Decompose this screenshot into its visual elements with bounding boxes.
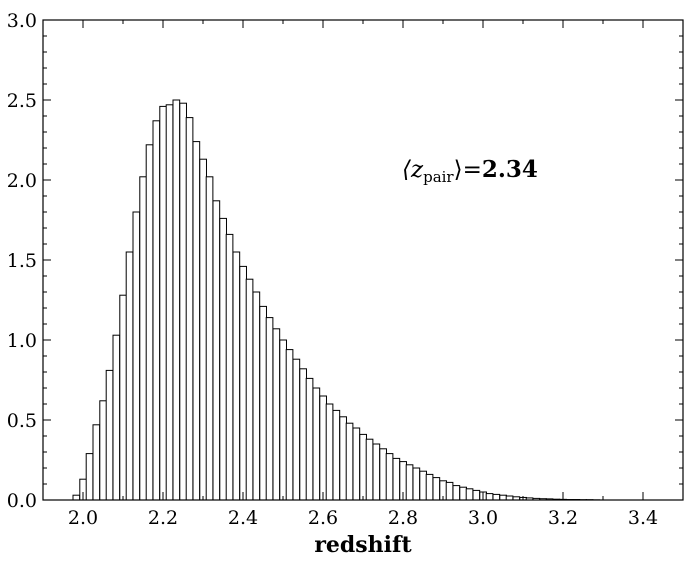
x-tick-label: 2.0 xyxy=(68,507,98,529)
histogram-bar xyxy=(245,278,254,501)
histogram-bar xyxy=(305,377,314,501)
histogram-bar xyxy=(492,493,501,501)
y-tick-label: 1.0 xyxy=(7,330,37,352)
annotation-math-prefix: ⟨z xyxy=(402,157,424,183)
histogram-bar xyxy=(92,424,101,501)
histogram-bar xyxy=(339,416,347,501)
histogram-bar xyxy=(425,473,434,501)
x-tick-label: 2.4 xyxy=(228,507,258,529)
histogram-bar xyxy=(219,217,227,501)
annotation-value: 2.34 xyxy=(482,156,538,183)
histogram-bar xyxy=(385,453,394,501)
histogram-bar xyxy=(365,438,374,501)
x-tick-labels: 2.0 2.2 2.4 2.6 2.8 3.0 3.2 3.4 xyxy=(68,507,658,529)
histogram-bar xyxy=(352,427,361,501)
histogram-bar xyxy=(165,104,174,501)
histogram-bar xyxy=(145,144,154,501)
y-tick-label: 2.0 xyxy=(7,170,37,192)
x-tick-label: 2.8 xyxy=(388,507,418,529)
x-tick-label: 2.6 xyxy=(308,507,338,529)
y-tick-label: 2.5 xyxy=(7,90,37,112)
y-tick-label: 3.0 xyxy=(7,10,37,32)
histogram-bar xyxy=(392,457,401,501)
annotation-subscript: pair xyxy=(423,168,454,186)
histogram-bar xyxy=(359,433,367,501)
histogram-bar xyxy=(212,200,221,501)
histogram-bar xyxy=(485,493,494,501)
histogram-bar xyxy=(312,387,321,501)
histogram-bar xyxy=(452,485,461,501)
axis-ticks xyxy=(42,19,684,501)
histogram-bar xyxy=(112,334,121,501)
histogram-bar xyxy=(232,251,241,501)
histogram-bar xyxy=(432,477,441,501)
histogram-bar xyxy=(199,158,207,501)
y-tick-labels: 0.0 0.5 1.0 1.5 2.0 2.5 3.0 xyxy=(7,10,37,512)
x-tick-label: 2.2 xyxy=(148,507,178,529)
histogram-bar xyxy=(139,176,147,501)
histogram-bar xyxy=(319,395,327,501)
x-axis-label: redshift xyxy=(314,532,412,558)
histogram-bar xyxy=(172,99,181,501)
histogram-bars xyxy=(72,99,601,501)
histogram-bar xyxy=(119,294,127,501)
histogram-bar xyxy=(372,443,381,501)
histogram-bar xyxy=(412,467,421,501)
annotation-math-suffix: ⟩ xyxy=(454,157,463,183)
x-tick-label: 3.2 xyxy=(548,507,578,529)
y-tick-label: 0.0 xyxy=(7,490,37,512)
mean-redshift-annotation: ⟨zpair⟩=2.34 xyxy=(402,156,538,186)
histogram-bar xyxy=(132,211,141,501)
histogram-bar xyxy=(259,305,267,501)
histogram-bar xyxy=(472,489,481,501)
histogram-bar xyxy=(265,317,274,501)
histogram-bar xyxy=(152,120,161,501)
histogram-bar xyxy=(465,488,474,501)
histogram-bar xyxy=(85,453,94,501)
y-tick-label: 1.5 xyxy=(7,250,37,272)
histogram-bar xyxy=(285,349,294,501)
histogram-bar xyxy=(272,328,281,501)
histogram-bar xyxy=(192,141,201,501)
histogram-bar xyxy=(419,470,427,501)
histogram-bar xyxy=(239,265,247,501)
histogram-bar xyxy=(99,400,107,501)
histogram-bar xyxy=(345,422,354,501)
x-tick-label: 3.4 xyxy=(628,507,658,529)
histogram-bar xyxy=(72,494,81,501)
histogram-bar xyxy=(379,448,387,501)
annotation-equals: = xyxy=(463,157,482,183)
histogram-bar xyxy=(332,409,341,501)
histogram-bar xyxy=(499,494,507,501)
histogram-bar xyxy=(105,369,114,501)
y-tick-label: 0.5 xyxy=(7,410,37,432)
histogram-bar xyxy=(459,486,467,501)
histogram-bar xyxy=(325,403,334,501)
histogram-bar xyxy=(125,251,134,501)
histogram-bar xyxy=(179,102,187,501)
histogram-bar xyxy=(225,233,234,501)
histogram-bar xyxy=(279,339,287,501)
histogram-bar xyxy=(205,176,214,501)
histogram-bar xyxy=(252,291,261,501)
histogram-bar xyxy=(292,358,301,501)
histogram-bar xyxy=(405,464,414,501)
x-tick-label: 3.0 xyxy=(468,507,498,529)
histogram-bar xyxy=(185,117,194,501)
histogram-bar xyxy=(299,368,307,501)
histogram-bar xyxy=(159,105,167,501)
histogram-bar xyxy=(445,481,454,501)
